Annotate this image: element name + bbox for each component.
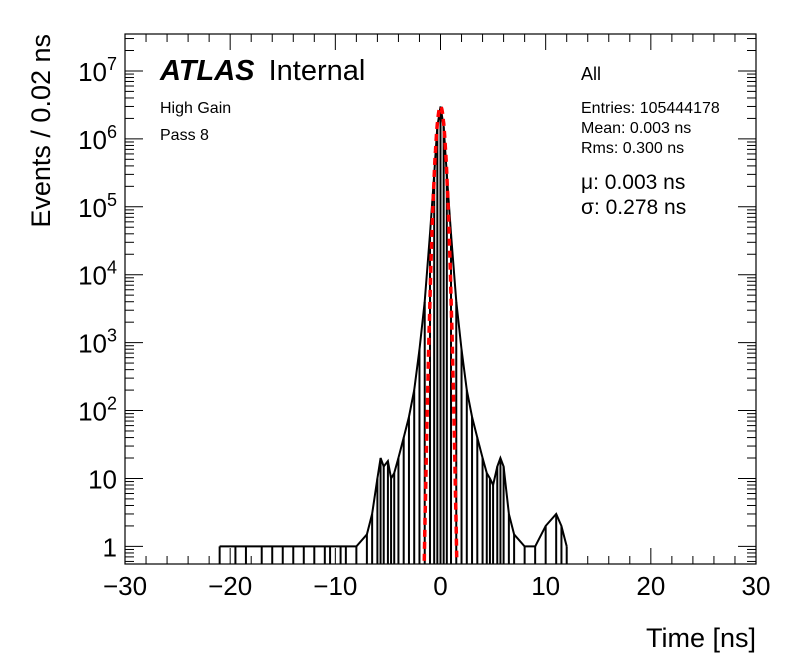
x-tick-label: −10 bbox=[313, 571, 357, 601]
y-axis-label: Events / 0.02 ns bbox=[26, 34, 56, 228]
x-tick-label: −30 bbox=[103, 571, 147, 601]
series-layer bbox=[218, 104, 568, 564]
y-tick-label: 106 bbox=[78, 122, 117, 155]
x-axis: −30 −20 −10 0 10 20 30 bbox=[103, 34, 771, 601]
atlas-label: ATLAS Internal bbox=[159, 55, 365, 87]
x-tick-label: −20 bbox=[208, 571, 252, 601]
x-tick-label: 30 bbox=[742, 571, 771, 601]
y-tick-label: 10 bbox=[88, 464, 117, 494]
fit-mu: μ: 0.003 ns bbox=[581, 171, 685, 194]
gaussian-fit-line bbox=[422, 104, 459, 561]
pass-label: Pass 8 bbox=[160, 127, 209, 144]
y-axis: 1 10 102 103 104 105 106 107 bbox=[78, 38, 756, 562]
atlas-brand: ATLAS bbox=[159, 55, 255, 87]
stats-rms: Rms: 0.300 ns bbox=[581, 140, 684, 157]
selection-label: All bbox=[581, 64, 601, 84]
x-tick-label: 0 bbox=[433, 571, 447, 601]
y-tick-label: 104 bbox=[78, 258, 117, 291]
histogram-outline bbox=[219, 106, 568, 548]
x-tick-label: 10 bbox=[531, 571, 560, 601]
y-tick-label: 102 bbox=[78, 394, 117, 427]
stats-mean: Mean: 0.003 ns bbox=[581, 120, 691, 137]
y-tick-label: 105 bbox=[78, 190, 117, 223]
atlas-status: Internal bbox=[269, 55, 366, 87]
gain-label: High Gain bbox=[160, 100, 231, 117]
stats-entries: Entries: 105444178 bbox=[581, 100, 720, 117]
x-tick-label: 20 bbox=[636, 571, 665, 601]
y-tick-label: 1 bbox=[103, 532, 117, 562]
x-axis-label: Time [ns] bbox=[646, 623, 756, 653]
fit-sigma: σ: 0.278 ns bbox=[581, 196, 686, 219]
y-tick-label: 103 bbox=[78, 326, 117, 359]
y-tick-label: 107 bbox=[78, 54, 117, 87]
